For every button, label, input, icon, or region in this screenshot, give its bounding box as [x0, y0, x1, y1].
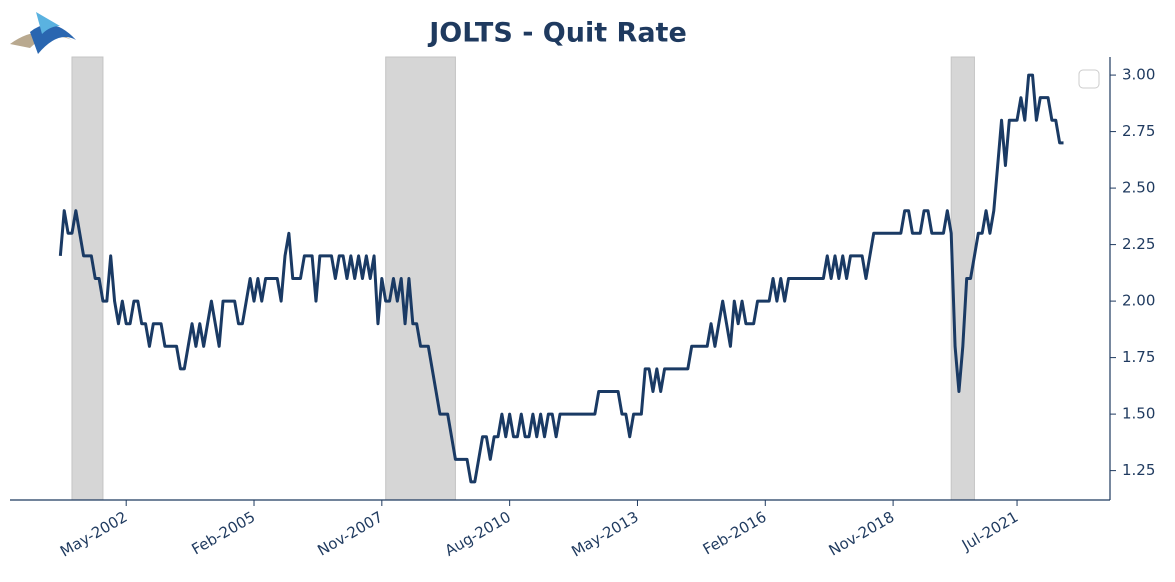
x-tick-label: Nov-2007 — [314, 508, 386, 560]
x-tick-label: May-2013 — [568, 508, 641, 561]
y-tick-label: 2.50 — [1122, 179, 1155, 197]
logo — [10, 12, 76, 54]
x-tick-label: Feb-2005 — [189, 508, 259, 559]
y-tick-label: 2.25 — [1122, 235, 1155, 253]
y-tick-label: 1.75 — [1122, 348, 1155, 366]
y-tick-label: 3.00 — [1122, 66, 1155, 84]
x-tick-label: Jul-2021 — [958, 508, 1021, 555]
y-tick-label: 1.25 — [1122, 461, 1155, 479]
x-tick-label: Feb-2016 — [700, 508, 770, 559]
y-tick-label: 2.75 — [1122, 122, 1155, 140]
series-line — [58, 73, 1064, 484]
chart-title: JOLTS - Quit Rate — [427, 18, 687, 49]
x-tick-label: Aug-2010 — [442, 508, 514, 560]
y-tick-label: 1.50 — [1122, 405, 1155, 423]
x-tick-label: May-2002 — [57, 508, 130, 561]
y-tick-label: 2.00 — [1122, 292, 1155, 310]
legend-box — [1078, 69, 1100, 89]
recession-shade — [385, 56, 456, 501]
x-tick-label: Nov-2018 — [826, 508, 898, 560]
